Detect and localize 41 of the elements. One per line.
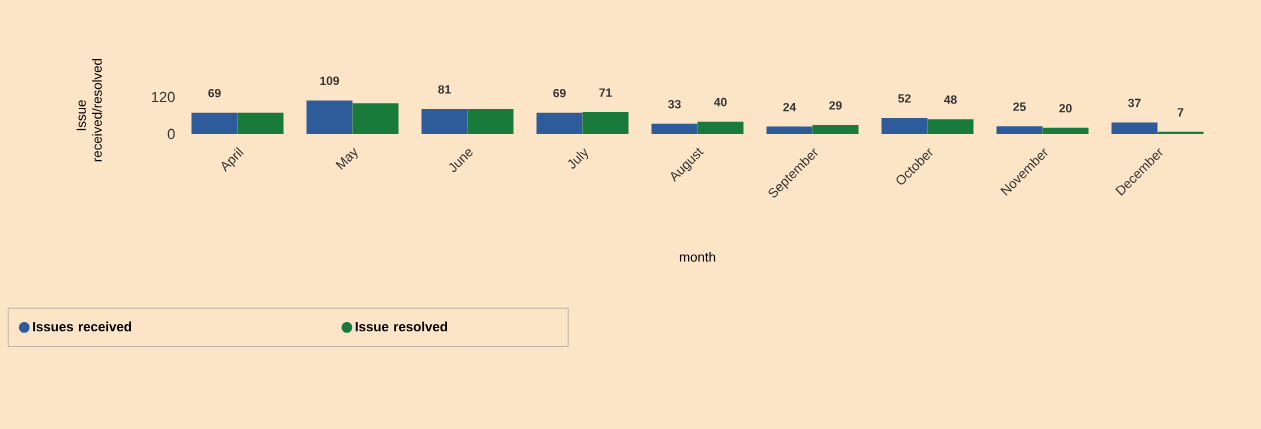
- data-label: 40: [714, 97, 727, 107]
- bar: [467, 109, 514, 134]
- data-label: 29: [829, 101, 842, 110]
- bar: [1157, 131, 1204, 134]
- y-axis-title: Issue received/resolved: [76, 58, 102, 162]
- bar: [927, 119, 974, 134]
- data-label: 25: [1013, 102, 1026, 111]
- bar: [352, 103, 399, 134]
- bar: [651, 123, 698, 134]
- data-label: 48: [944, 95, 957, 104]
- y-tick-label: 120: [152, 91, 175, 103]
- data-label: 37: [1128, 98, 1141, 108]
- x-axis-title: month: [679, 251, 716, 262]
- bar: [582, 112, 629, 134]
- bar: [766, 126, 813, 134]
- data-label: 69: [553, 88, 566, 98]
- bar: [697, 121, 744, 134]
- bar: [306, 100, 353, 134]
- bar: [191, 112, 238, 134]
- data-label: 71: [599, 88, 612, 97]
- data-label: 109: [320, 76, 340, 86]
- data-label: 20: [1059, 104, 1072, 113]
- data-label: 52: [898, 94, 911, 103]
- bar: [881, 117, 928, 134]
- x-tick-label: July: [568, 148, 589, 169]
- bar: [1042, 127, 1089, 134]
- bar: [421, 109, 468, 134]
- bar: [812, 125, 859, 134]
- data-label: 33: [668, 99, 681, 109]
- data-label: 24: [783, 102, 797, 112]
- bar: [536, 112, 583, 134]
- bar: [237, 112, 284, 134]
- bar: [996, 126, 1043, 134]
- data-label: 7: [1177, 108, 1184, 117]
- data-label: 81: [438, 85, 451, 94]
- data-label: 69: [208, 88, 221, 98]
- legend-label: Issues received: [33, 321, 132, 332]
- x-tick-label: May: [335, 147, 358, 170]
- bar: [1111, 122, 1158, 134]
- legend-label: Issue resolved: [355, 321, 448, 332]
- y-tick-label: 0: [167, 128, 175, 140]
